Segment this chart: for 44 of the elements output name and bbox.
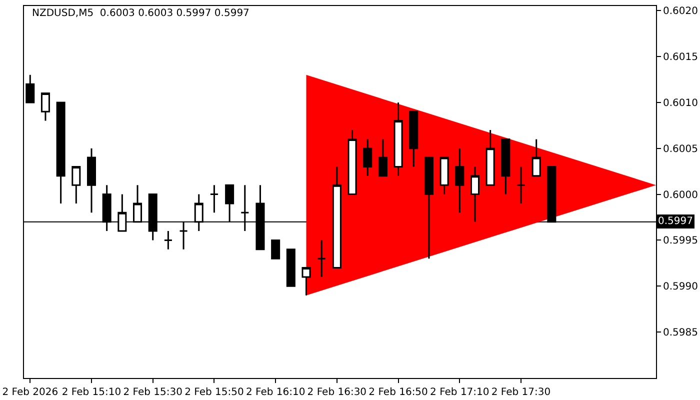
- y-tick-label: 0.6010: [663, 98, 698, 109]
- y-tick-label: 0.5995: [663, 236, 698, 247]
- y-tick-label: 0.5990: [663, 282, 698, 293]
- x-tick-label: 2 Feb 16:10: [246, 387, 306, 398]
- candlestick: [271, 239, 280, 260]
- candlestick: [486, 129, 495, 186]
- candlestick: [532, 138, 541, 177]
- y-tick-label: 0.6020: [663, 6, 698, 18]
- candlestick: [86, 148, 96, 214]
- candlestick: [164, 230, 173, 250]
- candlestick: [56, 102, 66, 204]
- candlestick: [440, 156, 449, 196]
- x-tick-label: 2 Feb 15:30: [123, 387, 182, 398]
- candlestick: [409, 110, 418, 168]
- x-tick-label: 2 Feb 15:50: [184, 387, 244, 398]
- y-tick-label: 0.6005: [663, 144, 698, 155]
- candlestick: [455, 148, 464, 214]
- candlestick: [470, 166, 480, 223]
- candlestick: [394, 102, 403, 177]
- y-tick-label: 0.6015: [663, 52, 698, 64]
- candlestick: [40, 92, 50, 122]
- candlestick: [424, 156, 434, 260]
- x-tick-label: 2 Feb 16:50: [368, 387, 428, 398]
- candlestick: [317, 239, 326, 278]
- candlestick: [26, 74, 35, 104]
- chart-title: NZDUSD,M5 0.6003 0.6003 0.5997 0.5997: [32, 8, 250, 19]
- ref-line-label: 0.5997: [658, 216, 693, 227]
- x-tick-label: 2 Feb 16:30: [307, 387, 367, 398]
- x-tick-label: 2 Feb 2026: [2, 387, 58, 398]
- candlestick: [516, 166, 526, 204]
- y-tick-label: 0.6000: [663, 190, 698, 201]
- candlestick: [302, 267, 311, 296]
- candlestick: [348, 129, 357, 196]
- y-tick-label: 0.5985: [663, 328, 698, 339]
- x-tick-label: 2 Feb 17:10: [430, 387, 490, 398]
- x-tick-label: 2 Feb 15:10: [62, 387, 122, 398]
- candlestick: [72, 166, 81, 204]
- candlestick: [332, 166, 342, 269]
- candlestick: [210, 184, 219, 214]
- x-tick-label: 2 Feb 17:30: [491, 387, 551, 398]
- candlestick: [363, 138, 372, 177]
- candlestick: [378, 138, 388, 177]
- candlestick: [501, 138, 510, 196]
- candlestick: [286, 248, 296, 287]
